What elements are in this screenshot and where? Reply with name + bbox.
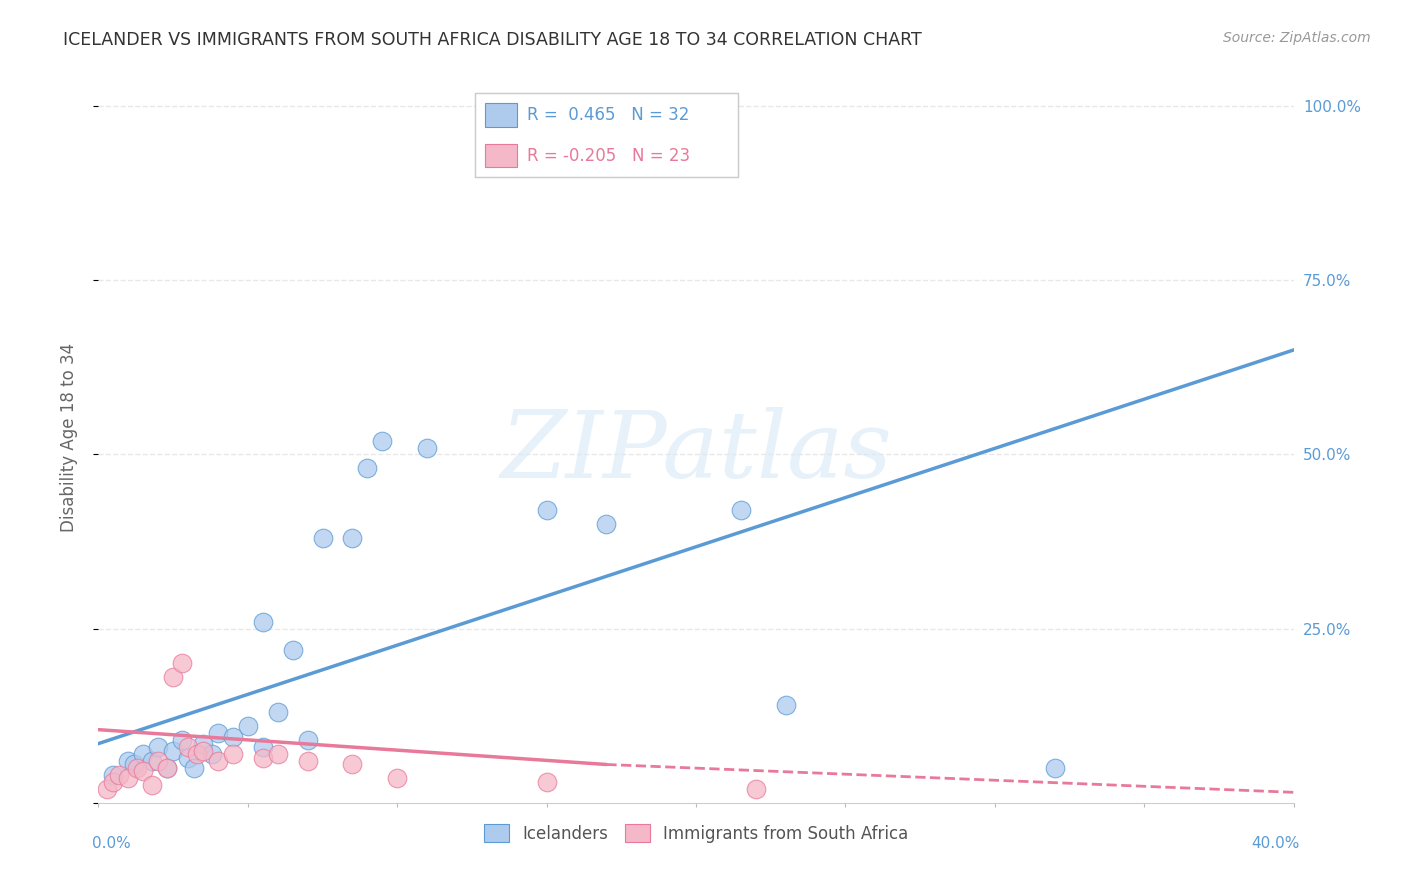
Point	[342, 531, 364, 545]
Point	[281, 642, 304, 657]
Point	[124, 757, 146, 772]
Point	[117, 772, 139, 786]
Point	[108, 768, 131, 782]
Point	[201, 747, 224, 761]
Point	[117, 754, 139, 768]
Point	[252, 750, 274, 764]
Point	[156, 761, 179, 775]
Point	[222, 747, 245, 761]
Point	[252, 615, 274, 629]
Point	[207, 726, 229, 740]
Point	[177, 740, 200, 755]
Point	[297, 733, 319, 747]
Point	[745, 781, 768, 796]
Point	[371, 434, 394, 448]
Point	[775, 698, 797, 713]
Point	[103, 775, 125, 789]
Point	[156, 761, 179, 775]
Point	[236, 719, 259, 733]
Point	[610, 99, 633, 113]
Point	[1043, 761, 1066, 775]
Point	[536, 775, 558, 789]
Point	[297, 754, 319, 768]
Point	[536, 503, 558, 517]
Text: Source: ZipAtlas.com: Source: ZipAtlas.com	[1223, 31, 1371, 45]
Point	[186, 747, 208, 761]
Point	[132, 747, 155, 761]
Point	[148, 740, 170, 755]
Point	[127, 761, 149, 775]
Point	[162, 670, 184, 684]
Point	[311, 531, 333, 545]
Point	[416, 441, 439, 455]
Point	[183, 761, 205, 775]
Text: 0.0%: 0.0%	[93, 836, 131, 851]
Text: ZIPatlas: ZIPatlas	[501, 407, 891, 497]
Point	[96, 781, 118, 796]
Point	[342, 757, 364, 772]
Y-axis label: Disability Age 18 to 34: Disability Age 18 to 34	[59, 343, 77, 532]
Point	[267, 747, 290, 761]
Point	[595, 517, 617, 532]
Point	[730, 503, 752, 517]
Point	[177, 750, 200, 764]
Point	[172, 657, 194, 671]
Point	[132, 764, 155, 779]
Point	[191, 743, 214, 757]
Point	[141, 754, 163, 768]
Text: 40.0%: 40.0%	[1251, 836, 1299, 851]
Point	[267, 705, 290, 719]
Point	[222, 730, 245, 744]
Legend: Icelanders, Immigrants from South Africa: Icelanders, Immigrants from South Africa	[477, 818, 915, 849]
Text: ICELANDER VS IMMIGRANTS FROM SOUTH AFRICA DISABILITY AGE 18 TO 34 CORRELATION CH: ICELANDER VS IMMIGRANTS FROM SOUTH AFRIC…	[63, 31, 922, 49]
Point	[162, 743, 184, 757]
Point	[385, 772, 409, 786]
Point	[172, 733, 194, 747]
Point	[207, 754, 229, 768]
Point	[148, 754, 170, 768]
Point	[191, 737, 214, 751]
Point	[103, 768, 125, 782]
Point	[356, 461, 378, 475]
Point	[141, 778, 163, 792]
Point	[252, 740, 274, 755]
